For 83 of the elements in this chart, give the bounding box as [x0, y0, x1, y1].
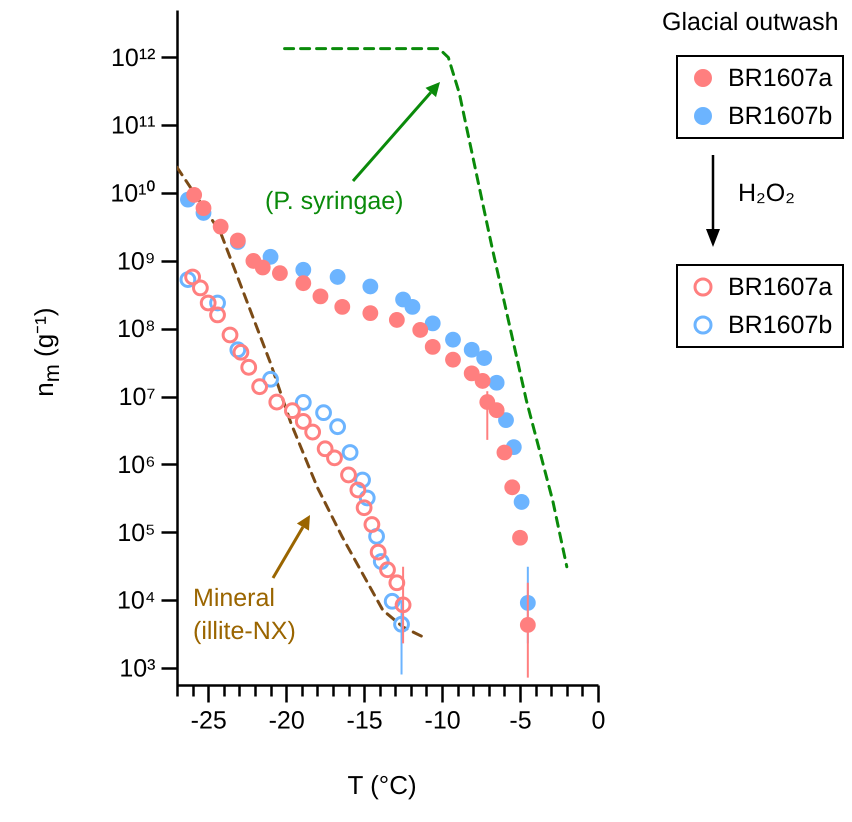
point [512, 530, 528, 546]
point [200, 294, 217, 312]
point [262, 248, 278, 265]
annotation: (P. syringae) [265, 186, 404, 217]
point [284, 402, 301, 420]
legend-label: BR1607b [728, 102, 832, 130]
y-tick-label: 10¹² [111, 44, 156, 72]
point [295, 275, 312, 292]
point [295, 262, 312, 278]
point [330, 269, 346, 285]
point [342, 444, 358, 461]
point [316, 440, 334, 458]
x-tick-label: -5 [509, 706, 532, 734]
point [464, 342, 480, 358]
point [379, 561, 396, 578]
point [388, 574, 406, 592]
point [388, 312, 405, 328]
point [315, 404, 332, 422]
point [394, 596, 412, 614]
point [362, 278, 378, 294]
y-tick-label: 10⁹ [116, 247, 156, 276]
point [476, 350, 492, 366]
point [474, 373, 491, 389]
point [424, 315, 441, 332]
point [222, 326, 238, 344]
point [504, 479, 520, 496]
legend-title: Glacial outwash [662, 8, 838, 37]
x-tick-label: -20 [268, 706, 305, 734]
point [488, 402, 505, 418]
point [232, 344, 250, 361]
y-tick-label: 10¹⁰ [110, 180, 156, 208]
point [304, 424, 322, 440]
point [424, 339, 441, 355]
point [496, 444, 512, 460]
point [294, 413, 312, 430]
point [349, 482, 366, 498]
x-tick-label: -10 [424, 706, 461, 734]
y-tick-label: 10¹¹ [111, 112, 156, 140]
x-axis-title: T (°C) [348, 770, 417, 801]
legend-label: BR1607b [728, 310, 832, 340]
point [488, 374, 505, 391]
point [326, 449, 343, 466]
point [240, 358, 258, 376]
y-tick-label: 10⁴ [116, 586, 156, 615]
point [404, 299, 420, 315]
point [362, 305, 378, 322]
text: H₂O₂ [738, 179, 795, 208]
y-tick-label: 10⁸ [117, 315, 156, 344]
point [514, 494, 530, 510]
point [272, 265, 288, 282]
point [412, 322, 428, 338]
legend-label: BR1607a [728, 64, 832, 92]
point [364, 516, 380, 533]
point [329, 418, 346, 436]
y-tick-label: 10⁵ [117, 518, 156, 547]
point [254, 260, 271, 276]
y-tick-label: 10⁷ [118, 383, 156, 412]
annotation: Mineral (illite-NX) [193, 583, 297, 647]
point [340, 466, 357, 484]
point [196, 200, 212, 216]
point [184, 268, 201, 286]
x-tick-label: 0 [592, 706, 606, 734]
point [520, 617, 536, 633]
point [445, 332, 461, 348]
point [251, 378, 268, 396]
point [445, 352, 461, 368]
point [356, 499, 373, 516]
point [212, 218, 229, 235]
y-tick-label: 10⁶ [117, 450, 156, 479]
y-tick-label: 10³ [119, 654, 156, 682]
point [370, 544, 387, 560]
point [393, 616, 410, 633]
point [186, 187, 202, 203]
point [334, 299, 350, 315]
point [464, 365, 480, 382]
point [268, 394, 286, 410]
point [312, 288, 328, 304]
legend-label: BR1607a [728, 272, 832, 302]
point [209, 306, 226, 324]
point [498, 412, 514, 428]
x-tick-label: -25 [190, 706, 227, 734]
point [192, 280, 209, 296]
x-tick-label: -15 [346, 706, 383, 734]
